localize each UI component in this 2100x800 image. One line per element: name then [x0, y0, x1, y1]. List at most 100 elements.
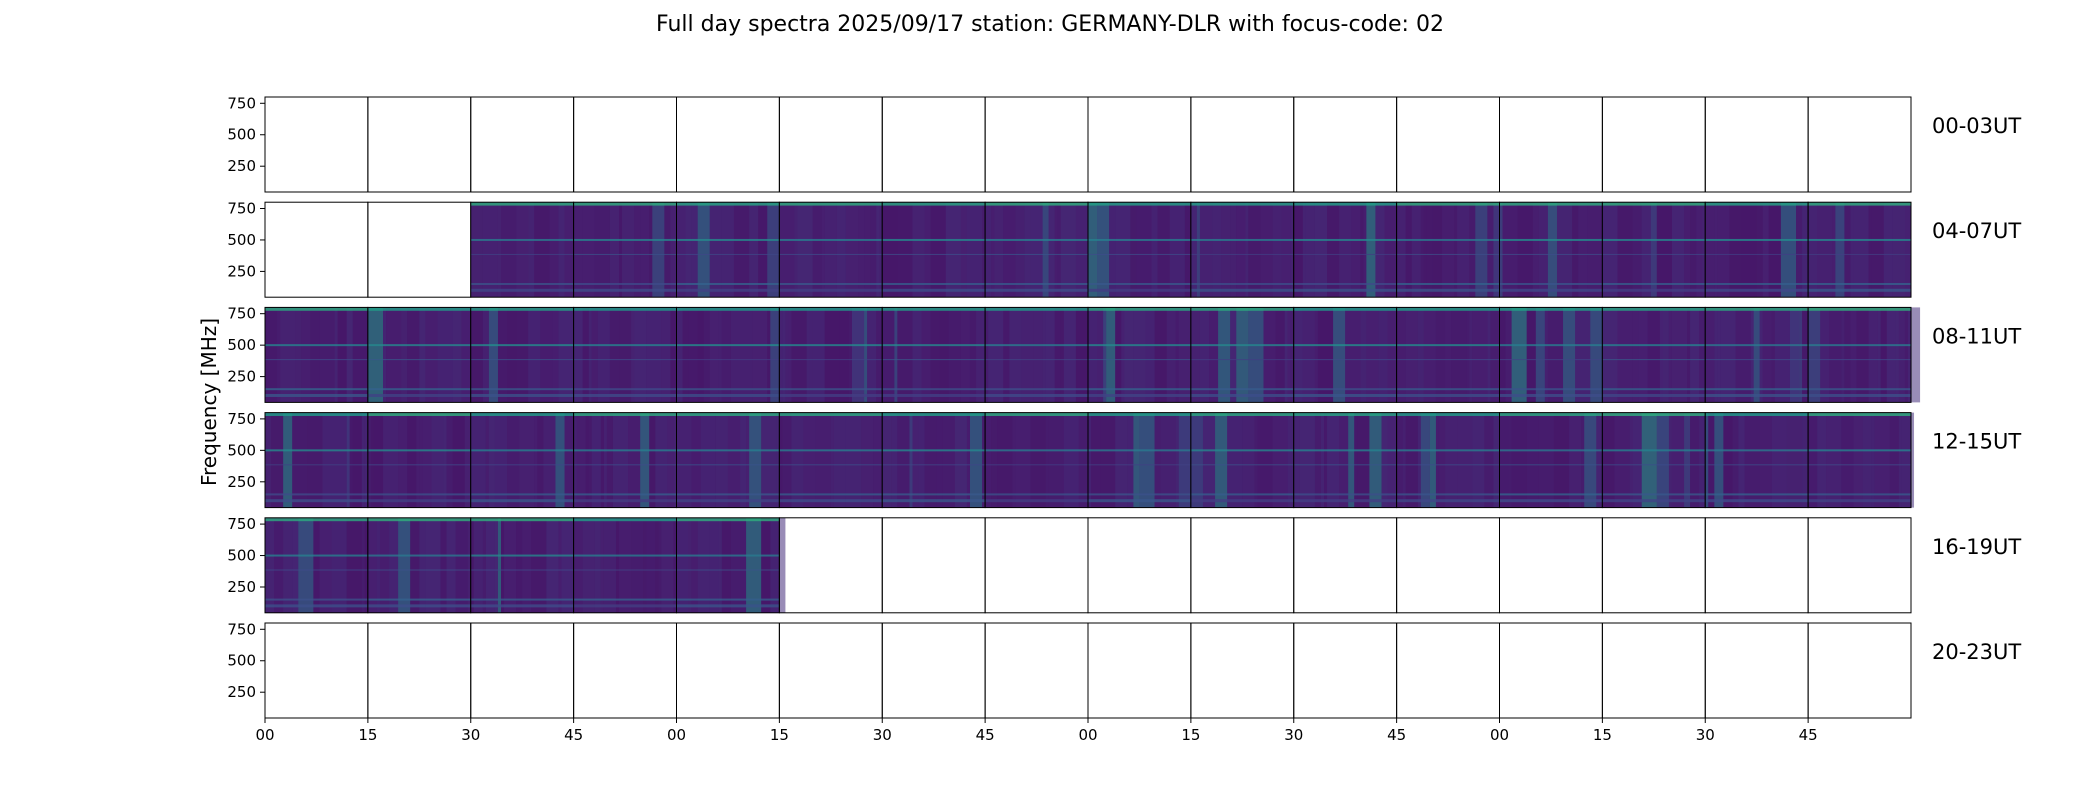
- spectral-column: [292, 412, 308, 508]
- spectral-column: [985, 307, 989, 403]
- y-tick-label: 750: [227, 94, 256, 112]
- panel-frame: [367, 622, 472, 719]
- spectral-column: [1714, 307, 1718, 403]
- spectrogram-panel: [985, 202, 1088, 298]
- spectral-column: [1103, 307, 1107, 403]
- spectral-column: [612, 412, 629, 508]
- interference-band: [573, 307, 677, 311]
- panel-frame: [1807, 517, 1912, 614]
- spectrogram-panel: [573, 412, 689, 508]
- spectral-column: [1218, 307, 1231, 403]
- spectral-column: [1324, 412, 1328, 508]
- spectral-column: [419, 307, 426, 403]
- interference-band: [1499, 464, 1603, 466]
- interference-band: [470, 449, 574, 452]
- spectral-column: [803, 412, 816, 508]
- spectral-column: [534, 202, 550, 298]
- spectral-column: [1405, 202, 1412, 298]
- interference-band: [1602, 449, 1706, 452]
- interference-band: [1293, 449, 1397, 452]
- panel-frame: [1601, 622, 1706, 719]
- spectral-column: [876, 202, 880, 298]
- row-label: 00-03UT: [1932, 114, 2021, 138]
- y-tick-label: 500: [227, 652, 256, 670]
- spectral-column: [1532, 202, 1539, 298]
- x-tick-label: 30: [873, 726, 892, 744]
- interference-band: [1190, 238, 1294, 241]
- spectral-column: [1572, 202, 1579, 298]
- panel-frame: [1396, 622, 1500, 719]
- spectral-column: [718, 307, 722, 403]
- interference-band: [1396, 344, 1500, 347]
- spectral-column: [292, 517, 299, 613]
- spectral-column: [352, 307, 368, 403]
- spectral-column: [1130, 202, 1137, 298]
- spectrogram-panel: [470, 307, 574, 403]
- interference-band: [676, 359, 780, 361]
- spectral-column: [960, 202, 967, 298]
- spectral-column: [1175, 412, 1179, 508]
- spectral-column: [727, 412, 741, 508]
- spectral-column: [1242, 412, 1255, 508]
- spectral-column: [1771, 412, 1787, 508]
- interference-band: [1499, 359, 1603, 361]
- spectral-column: [1696, 202, 1703, 298]
- interference-band: [1088, 499, 1191, 503]
- interference-band: [265, 493, 368, 496]
- spectral-column: [1668, 307, 1672, 403]
- spectral-column: [561, 517, 574, 613]
- spectral-column: [1487, 202, 1494, 298]
- spectral-column: [277, 307, 281, 403]
- spectral-column: [1003, 202, 1016, 298]
- spectrogram-panel: [1499, 412, 1612, 508]
- interference-band: [1293, 344, 1397, 347]
- interference-band: [882, 344, 986, 347]
- x-tick-label: 45: [1799, 726, 1818, 744]
- interference-band: [1705, 359, 1809, 361]
- spectral-column: [1547, 307, 1564, 403]
- spectral-column: [676, 202, 686, 298]
- interference-band: [779, 202, 883, 206]
- spectral-column: [891, 412, 898, 508]
- spectral-column: [1638, 307, 1648, 403]
- interference-band: [779, 238, 883, 241]
- spectral-column: [1511, 307, 1527, 403]
- spectral-column: [537, 412, 544, 508]
- spectral-column: [1808, 202, 1818, 298]
- spectral-column: [452, 307, 462, 403]
- interference-band: [470, 307, 574, 311]
- spectral-column: [1175, 307, 1179, 403]
- x-tick-label: 15: [358, 726, 377, 744]
- panel-frame: [881, 622, 986, 719]
- panel-frame: [1087, 96, 1192, 193]
- interference-band: [1705, 238, 1809, 241]
- spectral-column: [573, 202, 583, 298]
- spectral-column: [470, 517, 474, 613]
- spectral-column: [1363, 202, 1367, 298]
- spectral-column: [370, 412, 374, 508]
- interference-band: [470, 202, 574, 206]
- interference-band: [1808, 253, 1911, 255]
- panel-frame: [264, 622, 369, 719]
- spectrogram-panel: [1808, 307, 1921, 403]
- spectral-column: [1877, 307, 1881, 403]
- spectral-column: [1850, 307, 1857, 403]
- spectral-column: [313, 517, 320, 613]
- spectral-column: [383, 412, 399, 508]
- spectral-column: [573, 412, 577, 508]
- spectral-column: [806, 307, 810, 403]
- spectral-column: [1714, 412, 1724, 508]
- spectrogram-panel: [1088, 412, 1194, 508]
- spectral-column: [730, 517, 747, 613]
- spectral-column: [1320, 412, 1325, 508]
- spectral-column: [597, 307, 610, 403]
- spectral-column: [721, 202, 734, 298]
- spectral-column: [697, 307, 704, 403]
- y-tick-label: 250: [227, 157, 256, 175]
- interference-band: [265, 604, 368, 608]
- spectral-column: [1429, 412, 1436, 508]
- spectral-column: [924, 202, 931, 298]
- spectral-column: [337, 307, 347, 403]
- spectral-column: [664, 202, 671, 298]
- interference-band: [470, 388, 574, 391]
